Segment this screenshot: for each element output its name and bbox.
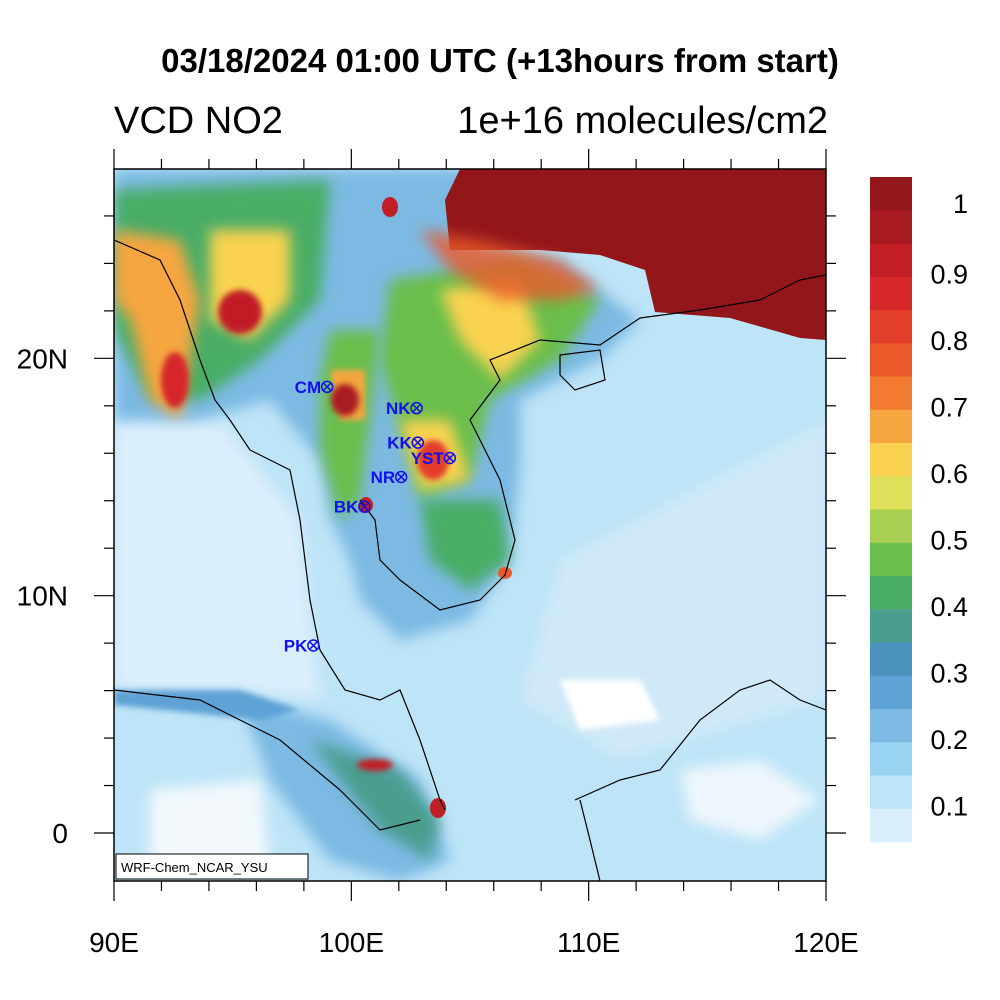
station-marker-kk: KK (387, 434, 425, 453)
x-tick-label: 100E (319, 927, 384, 958)
station-circle-x-icon (307, 639, 320, 652)
coastlines (114, 239, 826, 881)
station-label: KK (387, 434, 412, 453)
station-marker-nk: NK (386, 399, 423, 418)
station-label: NR (371, 468, 396, 487)
colorbar-label: 0.2 (930, 725, 968, 755)
colorbar-swatch (870, 343, 912, 377)
colorbar-swatch (870, 276, 912, 311)
station-circle-x-icon (411, 436, 425, 449)
station-marker-cm: CM (295, 378, 334, 397)
colorbar-label: 0.7 (930, 392, 968, 422)
colorbar-swatch (870, 243, 912, 278)
plot-frame (113, 168, 827, 882)
colorbar-label: 0.4 (930, 592, 968, 622)
station-circle-x-icon (443, 451, 457, 465)
colorbar-label: 0.8 (930, 326, 968, 356)
colorbar-swatch (870, 642, 912, 677)
station-circle-x-icon (410, 401, 423, 415)
colorbar-swatch (870, 742, 912, 776)
station-x (413, 438, 423, 447)
colorbar-swatch (870, 709, 912, 743)
colorbar-label: 0.6 (930, 459, 968, 489)
station-label: BK (334, 498, 359, 517)
x-tick-label: 90E (89, 927, 139, 958)
colorbar-swatch (870, 509, 912, 544)
station-label: CM (295, 378, 321, 397)
station-x (309, 641, 318, 650)
colorbar-swatch (870, 576, 912, 610)
colorbar-swatch (870, 376, 912, 411)
colorbar-label: 0.9 (930, 259, 968, 289)
axis-ticks: 90E 100E 110E 120E 0 10N 20N (17, 149, 859, 958)
station-circle-x-icon (394, 470, 408, 484)
x-tick-label: 110E (557, 927, 620, 958)
station-marker-bk: BK (334, 498, 371, 517)
station-label: YST (411, 449, 445, 468)
y-tick-label: 10N (17, 581, 68, 612)
y-tick-label: 20N (17, 343, 68, 374)
colorbar-swatch (870, 443, 912, 477)
colorbar-swatch (870, 609, 912, 643)
chart-title: 03/18/2024 01:00 UTC (+13hours from star… (161, 42, 839, 79)
station-circle-x-icon (320, 380, 334, 394)
station-x (412, 403, 421, 413)
station-marker-nr: NR (371, 468, 408, 487)
units-label: 1e+16 molecules/cm2 (457, 100, 828, 142)
colorbar-swatch (870, 808, 912, 843)
colorbar-swatch (870, 210, 912, 244)
credit-box: WRF-Chem_NCAR_YSU (115, 853, 309, 880)
station-x (322, 382, 332, 392)
colorbar-label: 1 (953, 189, 968, 219)
station-marker-pk: PK (284, 637, 320, 656)
colorbar-swatch (870, 476, 912, 510)
y-tick-label: 0 (52, 818, 68, 849)
station-circle-x-icon (358, 500, 371, 513)
x-tick-label: 120E (793, 927, 858, 958)
no2-field (114, 169, 826, 881)
colorbar: 0.1 0.2 0.3 0.4 0.5 0.6 0.7 0.8 0.9 1 (870, 177, 968, 843)
colorbar-label: 0.5 (930, 525, 968, 555)
station-x (396, 472, 406, 482)
colorbar-swatch (870, 775, 912, 810)
station-label: PK (284, 637, 308, 656)
colorbar-swatch (870, 310, 912, 344)
colorbar-label: 0.1 (930, 791, 968, 821)
station-x (360, 502, 369, 511)
station-marker-yst: YST (411, 449, 457, 468)
colorbar-swatch (870, 177, 912, 211)
station-label: NK (386, 399, 411, 418)
colorbar-swatch (870, 409, 912, 444)
credit-text: WRF-Chem_NCAR_YSU (121, 860, 268, 875)
colorbar-swatch (870, 542, 912, 577)
station-x (445, 453, 455, 463)
variable-label: VCD NO2 (114, 100, 283, 142)
colorbar-label: 0.3 (930, 658, 968, 688)
colorbar-swatch (870, 675, 912, 710)
